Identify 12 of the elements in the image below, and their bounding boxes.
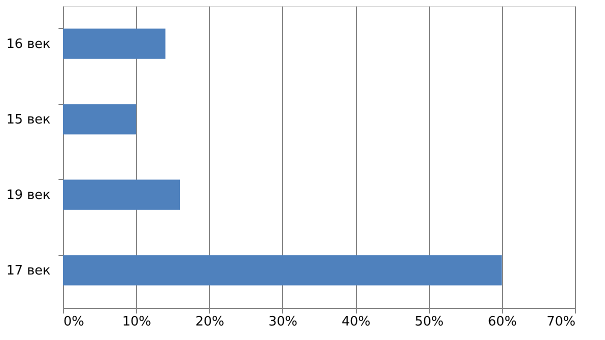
x-tick-label: 60%	[488, 314, 517, 330]
x-tick-label: 70%	[546, 314, 576, 330]
x-tick-label: 20%	[195, 314, 224, 330]
x-tick-label: 40%	[342, 314, 371, 330]
y-tick-label: 15 век	[6, 112, 51, 128]
x-tick-label: 10%	[122, 314, 152, 330]
x-tick-label: 50%	[414, 314, 444, 330]
y-tick-label: 16 век	[6, 36, 51, 52]
y-tick-label: 19 век	[6, 188, 51, 203]
x-tick-label: 0%	[64, 314, 84, 330]
x-tick-label: 30%	[268, 314, 298, 330]
y-tick-label: 17 век	[6, 263, 51, 278]
